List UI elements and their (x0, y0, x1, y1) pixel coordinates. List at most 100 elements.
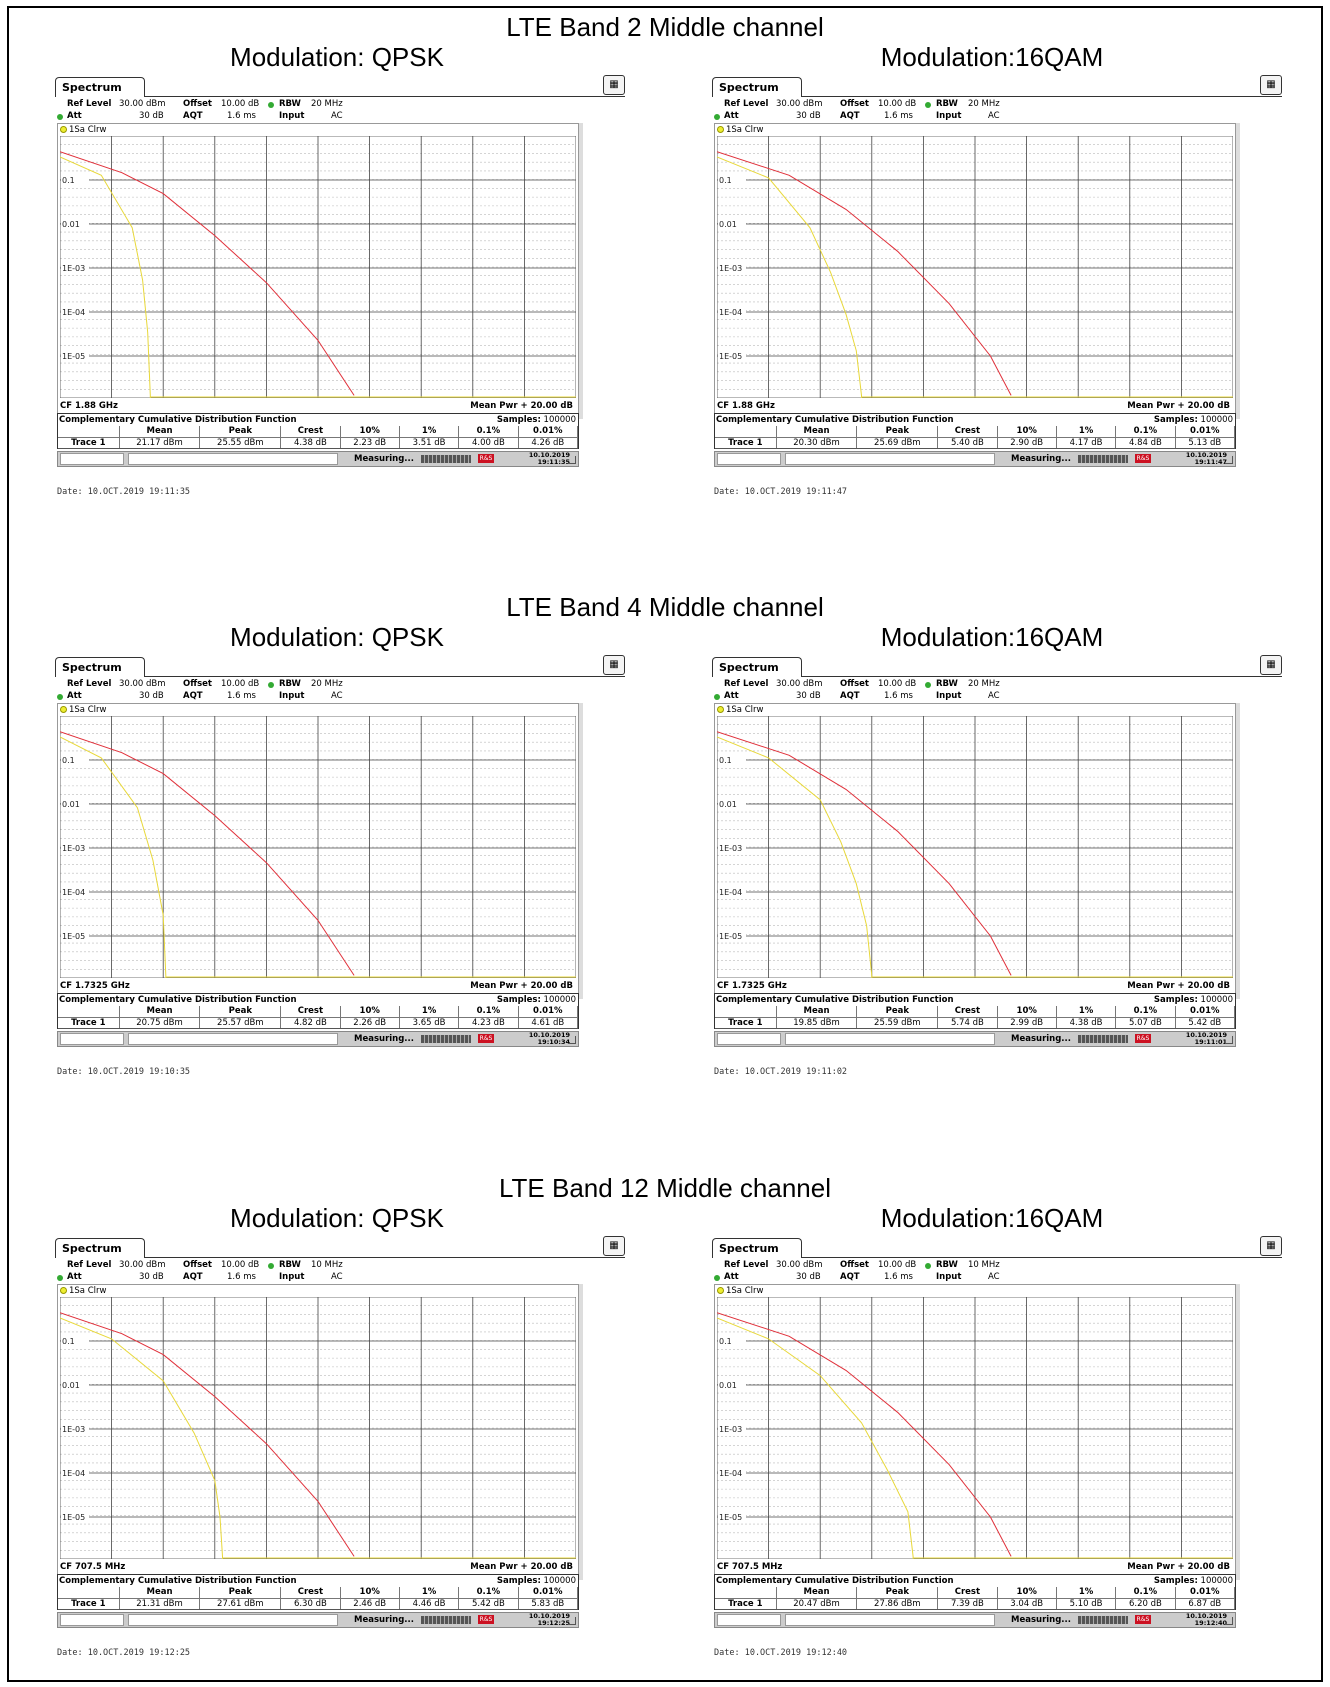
trace-measured (717, 731, 1012, 976)
status-dot-icon (268, 682, 274, 688)
measuring-status: Measuring... (354, 1615, 414, 1625)
ccdf-plot[interactable]: 1Sa Clrw 0.1 0.01 1E-03 1E-04 1E-05 (57, 123, 579, 419)
table-header-cell (715, 1587, 777, 1599)
tab-spectrum[interactable]: Spectrum (55, 657, 145, 677)
ccdf-plot[interactable]: 1Sa Clrw 0.1 0.01 1E-03 1E-04 1E-05 (714, 703, 1236, 999)
status-bar: Measuring... R&S 10.10.2019 19:11:47 (714, 451, 1236, 467)
measuring-status: Measuring... (354, 1034, 414, 1044)
aqt-value: 1.6 ms (227, 1272, 256, 1282)
rbw-label: RBW (279, 99, 301, 109)
resize-grip-icon[interactable] (568, 456, 576, 464)
resize-grip-icon[interactable] (1225, 1617, 1233, 1625)
resize-grip-icon[interactable] (568, 1617, 576, 1625)
settings-header: Ref Level 30.00 dBm Offset 10.00 dB RBW … (55, 97, 625, 123)
ccdf-plot[interactable]: 1Sa Clrw 0.1 0.01 1E-03 1E-04 1E-05 (57, 703, 579, 999)
status-field (60, 1033, 124, 1045)
status-bar: Measuring... R&S 10.10.2019 19:12:25 (57, 1612, 579, 1628)
rbw-label: RBW (936, 679, 958, 689)
table-header-cell: 0.01% (518, 1006, 579, 1018)
ref-level-value: 30.00 dBm (776, 99, 823, 109)
resize-grip-icon[interactable] (1225, 456, 1233, 464)
aqt-label: AQT (183, 111, 203, 121)
ccdf-result-table: Complementary Cumulative Distribution Fu… (714, 413, 1236, 449)
table-cell: 5.83 dB (518, 1598, 579, 1610)
menu-icon[interactable]: ▦ (1260, 75, 1282, 95)
table-header-cell: 10% (340, 1006, 400, 1018)
ccdf-title: Complementary Cumulative Distribution Fu… (716, 415, 954, 425)
settings-header: Ref Level 30.00 dBm Offset 10.00 dB RBW … (712, 97, 1282, 123)
menu-icon[interactable]: ▦ (1260, 1236, 1282, 1256)
input-label: Input (936, 1272, 962, 1282)
input-label: Input (279, 1272, 305, 1282)
tab-spectrum[interactable]: Spectrum (712, 1238, 802, 1258)
table-header-cell: Peak (856, 1006, 939, 1018)
table-cell: 2.90 dB (997, 437, 1057, 449)
rbw-label: RBW (936, 1260, 958, 1270)
tick-label-bg (61, 799, 89, 809)
mean-power-span: Mean Pwr + 20.00 dB (1127, 1562, 1230, 1572)
tab-bar: Spectrum ▦ (712, 1236, 1282, 1258)
trace-gaussian-reference (60, 156, 151, 398)
table-cell: 27.61 dBm (199, 1598, 282, 1610)
samples-count: Samples: 100000 (496, 415, 576, 425)
ref-level-value: 30.00 dBm (776, 1260, 823, 1270)
rbw-value: 20 MHz (968, 99, 1000, 109)
y-tick-label: 0.01 (62, 800, 80, 809)
y-tick-label: 1E-04 (719, 1469, 742, 1478)
menu-icon[interactable]: ▦ (603, 655, 625, 675)
status-dot-icon (925, 682, 931, 688)
tick-label-bg (718, 1380, 746, 1390)
resize-grip-icon[interactable] (1225, 1036, 1233, 1044)
progress-bar (1078, 455, 1128, 463)
trace-measured (60, 1312, 355, 1557)
table-header-cell: 0.1% (458, 1006, 519, 1018)
menu-icon[interactable]: ▦ (603, 75, 625, 95)
ccdf-grid: 0.1 0.01 1E-03 1E-04 1E-05 (717, 716, 1233, 978)
table-header-cell: Mean (119, 426, 201, 438)
ccdf-table: Mean Peak Crest 10% 1% 0.1% 0.01% Trace 1 21.1… (58, 426, 579, 449)
table-cell: 2.46 dB (340, 1598, 400, 1610)
table-header-cell: Mean (776, 1587, 858, 1599)
table-cell: 4.46 dB (399, 1598, 460, 1610)
table-header-cell: Mean (119, 1587, 201, 1599)
table-header-cell: 1% (399, 1006, 460, 1018)
ccdf-grid: 0.1 0.01 1E-03 1E-04 1E-05 (60, 716, 576, 978)
rbw-label: RBW (279, 1260, 301, 1270)
table-header-cell: Peak (856, 426, 939, 438)
offset-label: Offset (183, 99, 212, 109)
status-field (785, 1033, 995, 1045)
y-tick-label: 0.1 (719, 1337, 732, 1346)
table-header-cell: 0.01% (518, 426, 579, 438)
trace-measured (60, 731, 355, 976)
tab-spectrum[interactable]: Spectrum (712, 77, 802, 97)
table-row: Trace 1 20.30 dBm 25.69 dBm 5.40 dB 2.90 dB… (715, 437, 1236, 449)
trace-measured (717, 1312, 1012, 1557)
plot-edge (579, 123, 583, 419)
ccdf-table: Mean Peak Crest 10% 1% 0.1% 0.01% Trace 1 20.4… (715, 1587, 1236, 1610)
tab-spectrum[interactable]: Spectrum (55, 77, 145, 97)
table-header-cell: 1% (399, 426, 460, 438)
table-cell: 4.82 dB (280, 1017, 341, 1029)
table-cell: 4.38 dB (1056, 1017, 1117, 1029)
table-header-cell: 0.01% (1175, 426, 1236, 438)
table-header-cell: 0.01% (1175, 1006, 1236, 1018)
rbw-value: 20 MHz (968, 679, 1000, 689)
tick-label-bg (61, 307, 89, 317)
ccdf-plot[interactable]: 1Sa Clrw 0.1 0.01 1E-03 1E-04 1E-05 (714, 123, 1236, 419)
ccdf-plot[interactable]: 1Sa Clrw 0.1 0.01 1E-03 1E-04 1E-05 (714, 1284, 1236, 1580)
trace-label: 1Sa Clrw (717, 705, 763, 715)
menu-icon[interactable]: ▦ (603, 1236, 625, 1256)
tab-spectrum[interactable]: Spectrum (712, 657, 802, 677)
resize-grip-icon[interactable] (568, 1036, 576, 1044)
trace-name-cell: Trace 1 (58, 437, 120, 449)
band-title: LTE Band 12 Middle channel (499, 1173, 831, 1203)
plot-footer: CF 707.5 MHz Mean Pwr + 20.00 dB (714, 1562, 1236, 1572)
menu-icon[interactable]: ▦ (1260, 655, 1282, 675)
input-label: Input (279, 111, 305, 121)
status-datetime: 10.10.2019 19:11:35 (528, 451, 570, 466)
table-header-cell: 10% (997, 426, 1057, 438)
tab-spectrum[interactable]: Spectrum (55, 1238, 145, 1258)
capture-date: Date: 10.OCT.2019 19:10:35 (57, 1067, 191, 1077)
plot-edge (579, 703, 583, 999)
ccdf-plot[interactable]: 1Sa Clrw 0.1 0.01 1E-03 1E-04 1E-05 (57, 1284, 579, 1580)
